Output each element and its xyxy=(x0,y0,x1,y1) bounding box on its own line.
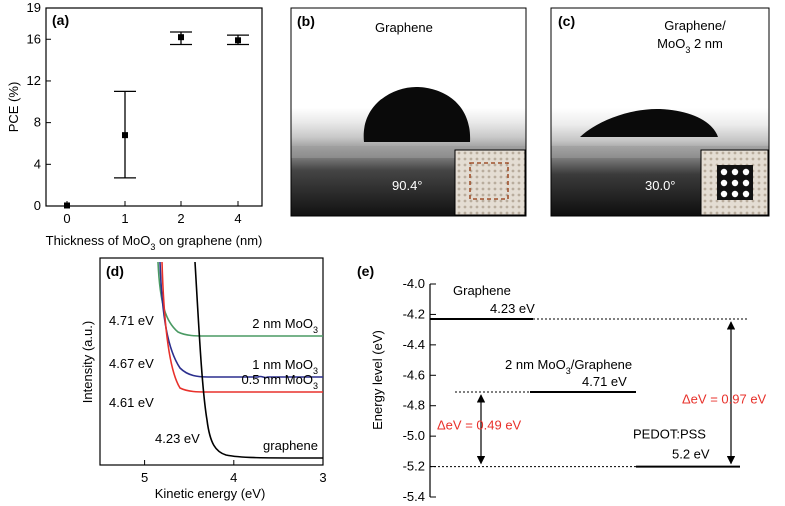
panel-a-marks xyxy=(64,31,249,209)
panel-e-label: (e) xyxy=(357,263,374,279)
panel-d-curve xyxy=(194,261,324,459)
panel-d-ticks: 5 4 3 xyxy=(141,460,327,485)
panel-e-level-value: 5.2 eV xyxy=(672,447,710,462)
panel-e-ytick-label: -5.2 xyxy=(403,459,425,474)
panel-b-label: (b) xyxy=(297,13,315,29)
panel-d-onset-label: 4.23 eV xyxy=(155,431,200,446)
panel-d-frame xyxy=(99,257,324,466)
panel-c-title-line1: Graphene/ xyxy=(664,18,726,33)
panel-e-ytick-label: -4.4 xyxy=(403,337,425,352)
panel-b-photo-border xyxy=(290,7,527,217)
panel-e-ytick-label: -4.2 xyxy=(403,306,425,321)
panel-d-xtick-label: 3 xyxy=(319,470,326,485)
panel-c-angle: 30.0° xyxy=(645,178,676,193)
panel-d-labels: 2 nm MoO3 4.71 eV 1 nm MoO3 4.67 eV 0.5 nm M… xyxy=(109,313,318,453)
panel-e-level-name: PEDOT:PSS xyxy=(633,427,706,442)
panel-a-ytick-label: 16 xyxy=(27,31,41,46)
panel-a-label: (a) xyxy=(52,12,69,28)
panel-d-onset-label: 4.61 eV xyxy=(109,395,154,410)
panel-a-xtick-label: 0 xyxy=(63,211,70,226)
panel-a-xtick-label: 2 xyxy=(177,211,184,226)
panel-e-ytick-label: -4.8 xyxy=(403,398,425,413)
panel-e: (e) -4.0 -4.2 -4.4 -4.6 -4.8 -5.0 -5.2 -5.4 Gra… xyxy=(357,263,767,504)
panel-e-ytick-label: -5.4 xyxy=(403,489,425,504)
panel-a-ylabel: PCE (%) xyxy=(6,82,21,133)
panel-b-angle: 90.4° xyxy=(392,178,423,193)
panel-e-ytick-label: -4.6 xyxy=(403,367,425,382)
panel-a-ytick-label: 0 xyxy=(34,198,41,213)
panel-e-ticks: -4.0 -4.2 -4.4 -4.6 -4.8 -5.0 -5.2 -5.4 xyxy=(403,276,436,504)
panel-d: (d) 5 4 3 2 nm MoO3 4.71 eV 1 nm MoO3 4.67 eV… xyxy=(80,257,327,501)
panel-d-series-label: graphene xyxy=(263,438,318,453)
panel-a-point xyxy=(235,37,241,44)
panel-e-level-name: Graphene xyxy=(453,283,511,298)
panel-e-level-name: 2 nm MoO3/Graphene xyxy=(505,357,632,376)
panel-a-xlabel: Thickness of MoO3 on graphene (nm) xyxy=(46,233,263,252)
panel-d-onset-label: 4.71 eV xyxy=(109,313,154,328)
panel-d-curves xyxy=(157,261,324,459)
panel-d-xtick-label: 5 xyxy=(141,470,148,485)
panel-a-point xyxy=(64,202,70,209)
panel-c-inset xyxy=(700,149,769,216)
panel-e-level-value: 4.23 eV xyxy=(490,301,535,316)
panel-b: (b) Graphene 90.4° xyxy=(290,7,527,217)
panel-d-curve xyxy=(161,261,323,393)
panel-d-series-label: 1 nm MoO3 xyxy=(252,357,318,376)
panel-d-label: (d) xyxy=(106,263,124,279)
panel-c: (c) Graphene/ MoO3 2 nm 30.0° xyxy=(550,7,770,217)
panel-a-xtick-label: 1 xyxy=(121,211,128,226)
panel-b-title: Graphene xyxy=(375,20,433,35)
panel-a-frame xyxy=(45,7,263,207)
panel-d-onset-label: 4.67 eV xyxy=(109,356,154,371)
panel-c-droplet xyxy=(580,108,718,137)
panel-e-delta-label: ΔeV = 0.49 eV xyxy=(437,417,522,432)
panel-d-xtick-label: 4 xyxy=(230,470,237,485)
panel-b-droplet xyxy=(363,86,471,142)
panel-c-title-line2: MoO3 2 nm xyxy=(657,36,723,55)
panel-e-ylabel: Energy level (eV) xyxy=(370,330,385,430)
panel-d-series-label: 0.5 nm MoO3 xyxy=(241,372,318,391)
panel-a-point xyxy=(178,34,184,41)
panel-e-ytick-label: -4.0 xyxy=(403,276,425,291)
panel-e-delta-label: ΔeV = 0.97 eV xyxy=(682,392,767,407)
panel-a-ytick-label: 8 xyxy=(34,115,41,130)
panel-a-ytick-label: 4 xyxy=(34,156,41,171)
panel-e-level-value: 4.71 eV xyxy=(582,374,627,389)
panel-b-inset xyxy=(454,149,526,216)
panel-c-label: (c) xyxy=(558,13,575,29)
panel-e-ytick-label: -5.0 xyxy=(403,428,425,443)
panel-a-ytick-label: 19 xyxy=(27,0,41,15)
panel-d-xlabel: Kinetic energy (eV) xyxy=(155,486,266,501)
panel-c-photo-border xyxy=(550,7,770,217)
panel-d-ylabel: Intensity (a.u.) xyxy=(80,321,95,403)
panel-a-ytick-label: 12 xyxy=(27,73,41,88)
panel-d-series-label: 2 nm MoO3 xyxy=(252,316,318,335)
panel-a-xtick-label: 4 xyxy=(234,211,241,226)
panel-a-point xyxy=(122,132,128,139)
